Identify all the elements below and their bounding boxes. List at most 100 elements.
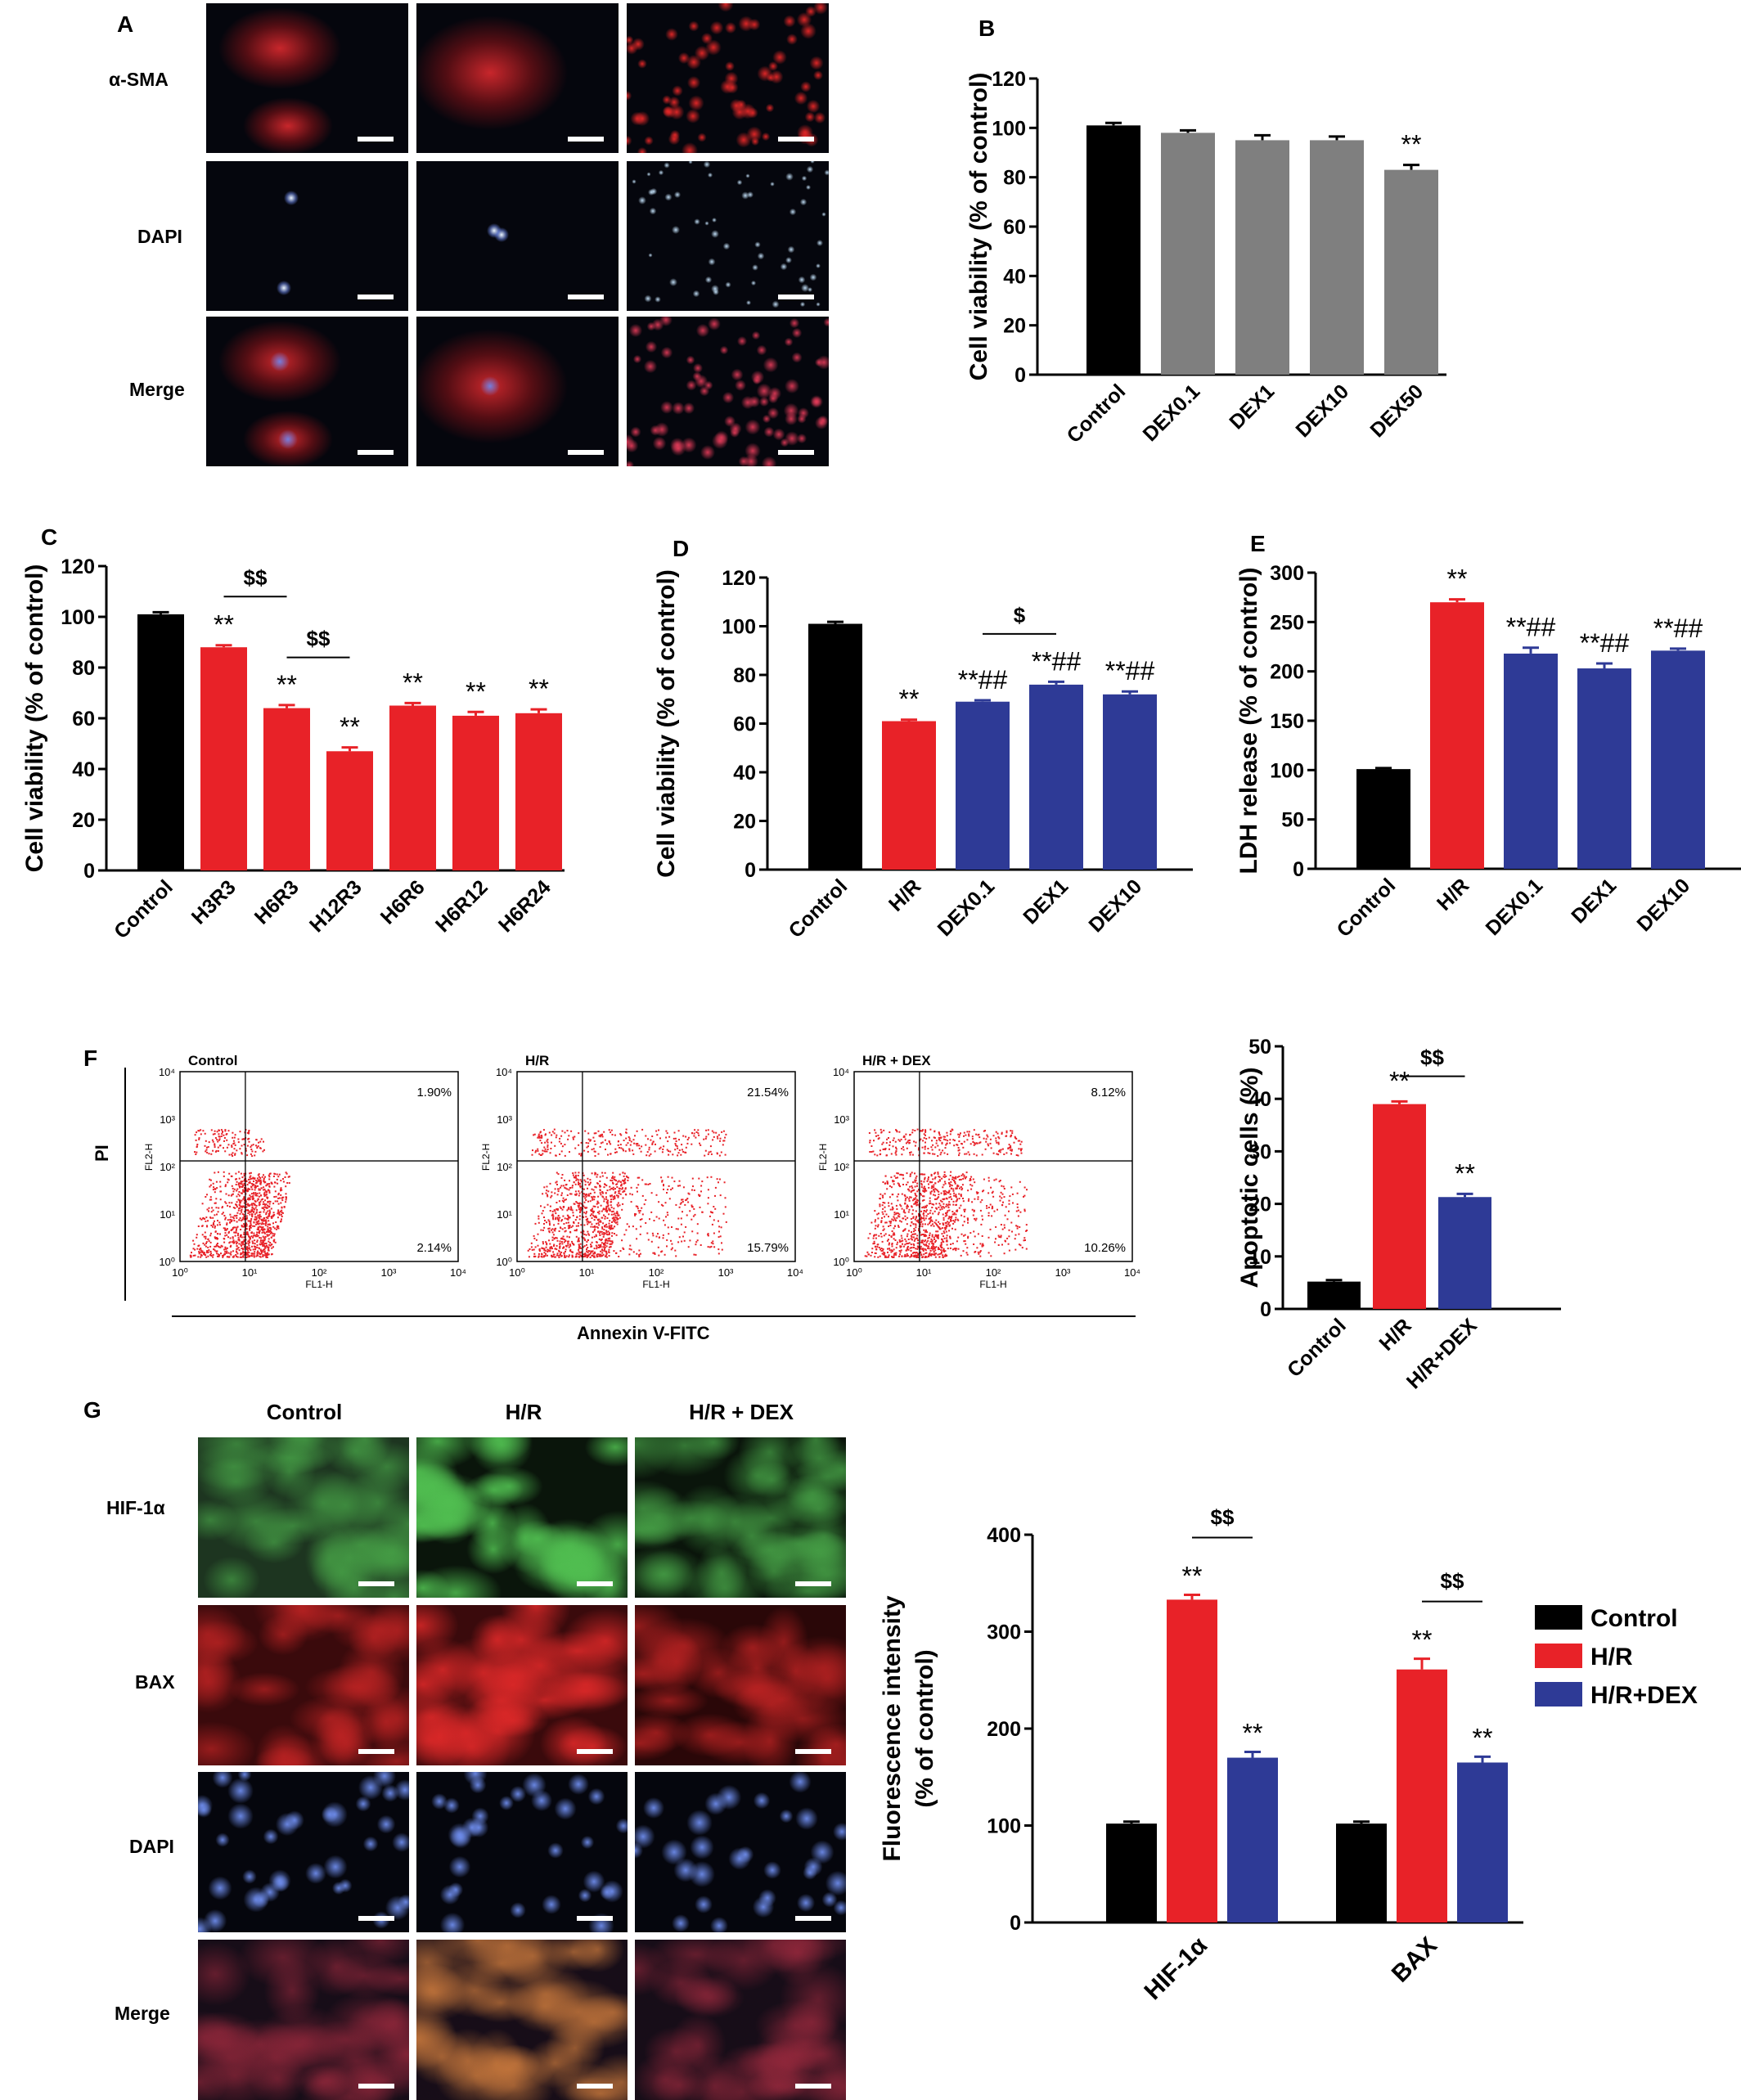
flow-x-tick: 10⁰ xyxy=(846,1266,862,1279)
flow-y-tick: 10⁴ xyxy=(159,1066,175,1078)
y-tick-label: 50 xyxy=(1281,809,1304,832)
bar-dex1 xyxy=(1577,668,1631,869)
x-tick-label: DEX0.1 xyxy=(933,875,1000,941)
bar-control xyxy=(1086,125,1140,375)
significance-annotation: ** xyxy=(277,670,297,699)
y-tick-label: 0 xyxy=(1260,1298,1271,1321)
flow-x-tick: 10⁰ xyxy=(509,1266,525,1279)
bracket-label: $$ xyxy=(244,565,268,590)
significance-annotation: ** xyxy=(1447,564,1468,594)
flow-x-tick: 10⁴ xyxy=(450,1266,466,1279)
y-tick-label: 20 xyxy=(1248,1194,1271,1216)
bar-h3r3 xyxy=(200,647,247,870)
panel-g-row-dapi: DAPI xyxy=(129,1836,174,1857)
x-tick-label: H/R xyxy=(1433,874,1473,915)
flow-y-axis-label: PI xyxy=(92,1144,112,1162)
flow-y-tick: 10² xyxy=(160,1161,175,1173)
panel-g-dapi-image-3 xyxy=(635,1772,846,1932)
y-tick-label: 10 xyxy=(1248,1246,1271,1269)
x-tick-label: DEX0.1 xyxy=(1139,380,1205,446)
significance-annotation: ** xyxy=(466,677,486,706)
significance-annotation: **## xyxy=(1506,613,1556,642)
flow-fl2-label: FL2-H xyxy=(817,1144,829,1171)
significance-annotation: **## xyxy=(1105,656,1155,686)
panel-g-merge-image-1 xyxy=(198,1940,409,2100)
panel-g-label: G xyxy=(83,1397,101,1423)
x-tick-label: DEX1 xyxy=(1567,874,1621,928)
panel-a-asma-image-1 xyxy=(206,3,408,153)
significance-annotation: ** xyxy=(1455,1158,1475,1188)
panel-letter: B xyxy=(978,16,995,41)
y-tick-label: 20 xyxy=(733,811,756,834)
chart-E: E 0 50 100 150 200 250 300 LDH release (% of con… xyxy=(1235,531,1741,942)
y-tick-label: 120 xyxy=(722,567,756,590)
quadrant-upper-right-pct: 21.54% xyxy=(747,1086,789,1099)
significance-annotation: ** xyxy=(1401,130,1422,160)
bar-control xyxy=(1307,1281,1361,1309)
flow-y-tick: 10⁴ xyxy=(496,1066,512,1078)
y-axis-label: (% of control) xyxy=(911,1649,938,1807)
flow-fl1-label: FL1-H xyxy=(979,1279,1006,1290)
significance-annotation: ** xyxy=(899,685,920,714)
bar-dex10 xyxy=(1310,140,1364,375)
bracket-label: $$ xyxy=(1420,1046,1444,1070)
legend-label: Control xyxy=(1590,1605,1678,1632)
y-tick-label: 100 xyxy=(722,616,756,639)
bar-control xyxy=(137,614,184,870)
x-tick-label: DEX50 xyxy=(1365,380,1428,442)
panel-g-hif-image-1 xyxy=(198,1437,409,1598)
scale-bar xyxy=(778,295,814,299)
flow-x-axis-label: Annexin V-FITC xyxy=(577,1323,710,1343)
bar-control xyxy=(808,623,862,870)
panel-g-dapi-image-1 xyxy=(198,1772,409,1932)
panel-g-dapi-image-2 xyxy=(416,1772,628,1932)
bar-hif-1--h-r-dex xyxy=(1227,1757,1278,1922)
y-tick-label: 100 xyxy=(987,1815,1021,1838)
y-tick-label: 400 xyxy=(987,1524,1021,1547)
bar-hif-1--h-r xyxy=(1167,1599,1217,1922)
y-tick-label: 60 xyxy=(72,708,95,731)
flow-fl1-label: FL1-H xyxy=(305,1279,332,1290)
y-axis-label: LDH release (% of control) xyxy=(1235,567,1262,874)
panel-g-hif-image-2 xyxy=(416,1437,628,1598)
y-tick-label: 40 xyxy=(1003,265,1026,288)
y-tick-label: 0 xyxy=(1010,1912,1021,1935)
flow-plot-frame xyxy=(516,1071,796,1262)
quadrant-upper-right-pct: 1.90% xyxy=(416,1086,452,1099)
scale-bar xyxy=(795,1749,831,1754)
significance-annotation: ** xyxy=(1389,1066,1410,1095)
flow-bottom-rule xyxy=(172,1315,1136,1317)
bracket-label: $$ xyxy=(1211,1504,1235,1529)
flow-y-tick: 10¹ xyxy=(160,1208,175,1221)
y-tick-label: 80 xyxy=(733,664,756,687)
bracket-label: $$ xyxy=(1441,1569,1464,1594)
scale-bar xyxy=(577,1916,613,1921)
x-tick-label: H/R xyxy=(1374,1314,1415,1355)
significance-annotation: ** xyxy=(1243,1718,1263,1747)
legend-label: H/R+DEX xyxy=(1590,1682,1698,1709)
significance-annotation: ** xyxy=(214,610,234,640)
panel-letter: E xyxy=(1250,531,1266,556)
flow-x-tick: 10⁴ xyxy=(1124,1266,1140,1279)
y-tick-label: 80 xyxy=(72,657,95,680)
legend-label: H/R xyxy=(1590,1644,1633,1671)
x-tick-label: Control xyxy=(110,875,178,943)
scale-bar xyxy=(358,2084,394,2089)
chart-F: 0 10 20 30 40 50 Apoptotic cells (%) Control ** H… xyxy=(1236,1036,1561,1393)
y-axis-label: Cell viability (% of control) xyxy=(965,73,992,381)
x-tick-label: Control xyxy=(1063,380,1131,447)
panel-a-label: A xyxy=(117,11,134,37)
y-tick-label: 0 xyxy=(1293,858,1304,881)
bar-h-r xyxy=(1430,602,1484,869)
y-tick-label: 60 xyxy=(733,713,756,736)
y-tick-label: 200 xyxy=(1270,661,1304,684)
y-tick-label: 40 xyxy=(1248,1088,1271,1111)
flow-y-tick: 10⁴ xyxy=(833,1066,849,1078)
flow-x-tick: 10¹ xyxy=(242,1266,258,1279)
panel-f-label: F xyxy=(83,1046,98,1071)
panel-g-merge-image-3 xyxy=(635,1940,846,2100)
panel-a-dapi-image-1 xyxy=(206,161,408,311)
quadrant-lower-right-pct: 2.14% xyxy=(416,1241,452,1255)
flow-x-tick: 10¹ xyxy=(916,1266,932,1279)
y-axis-label: Cell viability (% of control) xyxy=(21,564,48,873)
